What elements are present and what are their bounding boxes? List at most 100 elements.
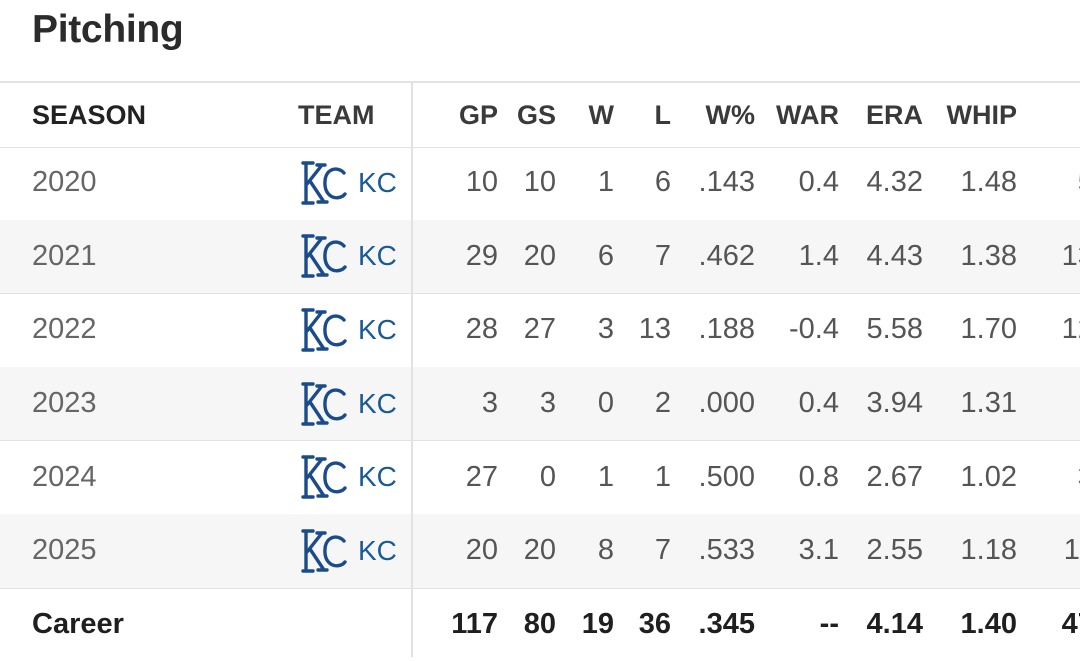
team-link[interactable]: KC [358, 240, 397, 272]
team-cell[interactable]: KC [298, 514, 397, 588]
w-cell: 3 [597, 313, 614, 346]
wpct-cell: .462 [698, 239, 755, 272]
wpct-cell: .000 [698, 387, 755, 420]
kc-logo-icon [301, 455, 347, 499]
career-wpct-cell: .345 [698, 607, 755, 640]
career-label: Career [32, 607, 124, 640]
l-cell: 7 [654, 534, 671, 567]
column-header-wpct[interactable]: W% [705, 99, 756, 130]
gp-cell: 3 [481, 387, 498, 420]
gp-cell: 29 [465, 239, 498, 272]
team-link[interactable]: KC [358, 387, 397, 419]
era-cell: 4.32 [866, 166, 923, 199]
l-cell: 6 [654, 166, 671, 199]
w-cell: 8 [597, 534, 614, 567]
season-cell: 2022 [32, 313, 97, 346]
career-era-cell: 4.14 [866, 607, 923, 640]
era-cell: 3.94 [866, 387, 923, 420]
table-row[interactable]: 2022 KC 28 27 3 13 .188 -0.4 5.58 1.70 129 [0, 293, 1080, 368]
section-title: Pitching [32, 8, 184, 51]
team-link[interactable]: KC [358, 166, 397, 198]
whip-cell: 1.02 [960, 460, 1017, 493]
column-header-season[interactable]: SEASON [32, 99, 147, 130]
career-so-cell: 471 [1061, 607, 1080, 640]
wpct-cell: .188 [698, 313, 755, 346]
table-row[interactable]: 2023 KC 3 3 0 2 .000 0.4 3.94 1.31 16 [0, 366, 1080, 442]
gs-cell: 20 [523, 239, 556, 272]
career-totals-row: Career 117 80 19 36 .345 -- 4.14 1.40 471 [0, 588, 1080, 661]
table-row[interactable]: 2025 KC 20 20 8 7 .533 3.1 2.55 1.18 116 [0, 514, 1080, 589]
column-header-era[interactable]: ERA [865, 99, 923, 130]
gp-cell: 27 [465, 460, 498, 493]
column-header-gs[interactable]: GS [516, 99, 556, 130]
era-cell: 4.43 [866, 239, 923, 272]
column-header-team[interactable]: TEAM [298, 99, 375, 130]
war-cell: -0.4 [789, 313, 839, 346]
war-cell: 0.4 [798, 166, 839, 199]
career-l-cell: 36 [638, 607, 671, 640]
column-header-gp[interactable]: GP [458, 99, 498, 130]
team-link[interactable]: KC [358, 534, 397, 566]
so-cell: 130 [1061, 239, 1080, 272]
career-whip-cell: 1.40 [960, 607, 1017, 640]
kc-logo-icon [301, 529, 347, 573]
career-gs-cell: 80 [523, 607, 556, 640]
era-cell: 2.55 [866, 534, 923, 567]
so-cell: 129 [1061, 313, 1080, 346]
table-row[interactable]: 2024 KC 27 0 1 1 .500 0.8 2.67 1.02 30 [0, 440, 1080, 515]
w-cell: 6 [597, 239, 614, 272]
whip-cell: 1.31 [960, 387, 1017, 420]
l-cell: 2 [654, 387, 671, 420]
wpct-cell: .143 [698, 166, 755, 199]
era-cell: 5.58 [866, 313, 923, 346]
team-cell[interactable]: KC [298, 293, 397, 367]
gs-cell: 27 [523, 313, 556, 346]
w-cell: 0 [597, 387, 614, 420]
team-cell[interactable]: KC [298, 367, 397, 441]
so-cell: 50 [1030, 146, 1080, 220]
team-link[interactable]: KC [358, 461, 397, 493]
era-cell: 2.67 [866, 460, 923, 493]
kc-logo-icon [301, 381, 347, 426]
gp-cell: 28 [465, 313, 498, 346]
team-cell[interactable]: KC [298, 146, 397, 220]
kc-logo-icon [301, 161, 347, 205]
whip-cell: 1.48 [960, 166, 1017, 199]
season-cell: 2025 [32, 534, 97, 567]
team-cell[interactable]: KC [298, 220, 397, 294]
column-header-war[interactable]: WAR [776, 99, 839, 130]
so-cell: 116 [1063, 534, 1080, 567]
table-row[interactable]: 2021 KC 29 20 6 7 .462 1.4 4.43 1.38 130 [0, 219, 1080, 295]
w-cell: 1 [597, 460, 614, 493]
table-row[interactable]: 2020 KC 10 10 1 6 .143 0.4 4.32 1.48 50 [0, 146, 1080, 221]
column-divider [411, 81, 413, 657]
gs-cell: 3 [539, 387, 556, 420]
team-cell[interactable]: KC [298, 440, 397, 514]
whip-cell: 1.18 [960, 534, 1017, 567]
career-war-cell: -- [819, 607, 839, 640]
so-cell: 16 [1030, 367, 1080, 441]
season-cell: 2024 [32, 460, 97, 493]
whip-cell: 1.38 [960, 239, 1017, 272]
career-gp-cell: 117 [451, 607, 498, 640]
gs-cell: 10 [523, 166, 556, 199]
gp-cell: 10 [465, 166, 498, 199]
war-cell: 1.4 [798, 239, 839, 272]
season-cell: 2023 [32, 387, 97, 420]
gs-cell: 0 [539, 460, 556, 493]
column-header-whip[interactable]: WHIP [946, 99, 1018, 130]
kc-logo-icon [301, 234, 347, 279]
war-cell: 0.4 [798, 387, 839, 420]
wpct-cell: .533 [698, 534, 755, 567]
column-header-l[interactable]: L [654, 99, 672, 130]
wpct-cell: .500 [698, 460, 755, 493]
gs-cell: 20 [523, 534, 556, 567]
l-cell: 13 [638, 313, 671, 346]
team-link[interactable]: KC [358, 313, 397, 345]
so-cell: 30 [1030, 440, 1080, 514]
table-header-row: SEASON TEAM GP GS W L W% WAR ERA WHIP [0, 81, 1080, 148]
kc-logo-icon [301, 308, 347, 352]
column-header-w[interactable]: W [588, 99, 614, 130]
season-cell: 2020 [32, 166, 97, 199]
war-cell: 0.8 [798, 460, 839, 493]
